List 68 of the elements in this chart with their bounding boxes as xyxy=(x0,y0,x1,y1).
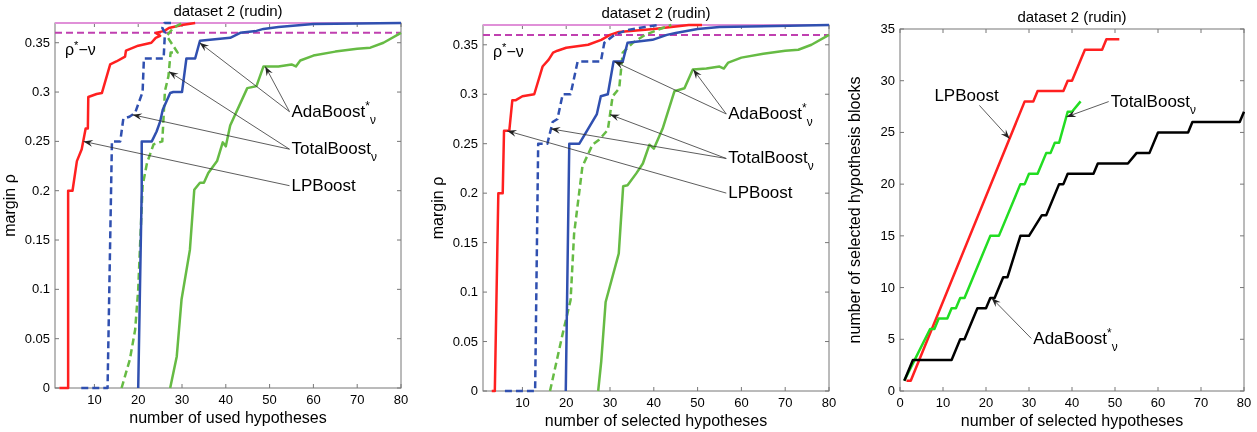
y-tick-label: 0.05 xyxy=(24,330,50,346)
y-tick-label: 0.2 xyxy=(459,185,478,201)
y-tick-label: 10 xyxy=(880,279,895,295)
x-tick-label: 80 xyxy=(1236,395,1252,410)
x-tick-label: 10 xyxy=(515,395,530,410)
annotation: TotalBoost$_{ν}$ xyxy=(728,148,814,174)
y-tick-label: 0.05 xyxy=(452,333,478,349)
x-tick-label: 30 xyxy=(602,395,618,410)
y-tick-label: 0 xyxy=(42,380,50,395)
y-tick-label: 25 xyxy=(880,124,895,140)
x-axis-title: number of selected hypotheses xyxy=(960,412,1184,429)
x-tick-label: 40 xyxy=(218,392,234,407)
y-axis-title: margin ρ xyxy=(1,174,18,237)
x-axis-title: number of selected hypotheses xyxy=(544,412,768,429)
y-tick-label: 0.1 xyxy=(459,284,478,300)
chart-title: dataset 2 (rudin) xyxy=(1017,8,1127,25)
line-series xyxy=(548,23,673,393)
x-tick-label: 60 xyxy=(306,392,321,407)
x-tick-label: 80 xyxy=(393,392,409,407)
x-tick-label: 10 xyxy=(935,395,951,410)
x-tick-label: 70 xyxy=(1193,395,1209,410)
y-tick-label: 0.35 xyxy=(452,36,478,52)
line-series xyxy=(58,21,197,390)
x-tick-label: 40 xyxy=(646,395,662,410)
x-tick-label: 10 xyxy=(87,392,102,407)
y-axis-title: margin ρ xyxy=(429,176,446,240)
y-tick-label: 0.35 xyxy=(24,34,50,50)
annotation: LPBoost xyxy=(291,175,357,195)
x-tick-label: 20 xyxy=(978,395,994,410)
x-tick-label: 60 xyxy=(1150,395,1166,410)
y-axis-title: number of selected hypothesis blocks xyxy=(846,76,863,344)
annotation: LPBoost xyxy=(934,86,999,106)
ref-line-label: ρ$^{*}$−ν xyxy=(493,40,524,60)
line-series xyxy=(503,23,660,393)
y-tick-label: 0.15 xyxy=(24,232,50,248)
y-tick-label: 0.2 xyxy=(31,182,50,198)
chart-title: dataset 2 (rudin) xyxy=(173,2,283,19)
y-tick-label: 0.3 xyxy=(31,84,50,100)
x-axis-title: number of used hypotheses xyxy=(129,409,327,426)
x-tick-label: 30 xyxy=(174,392,190,407)
annotation: LPBoost xyxy=(728,183,793,203)
y-tick-label: 0.25 xyxy=(24,133,50,149)
x-tick-label: 70 xyxy=(349,392,365,407)
x-tick-label: 80 xyxy=(821,395,837,410)
line-series xyxy=(120,21,184,390)
x-tick-label: 60 xyxy=(734,395,749,410)
annotation: TotalBoost$_{ν}$ xyxy=(1110,91,1197,117)
y-tick-label: 0.25 xyxy=(452,135,478,151)
line-series xyxy=(490,23,704,393)
x-tick-label: 20 xyxy=(558,395,574,410)
x-tick-label: 40 xyxy=(1064,395,1080,410)
ref-line-label: ρ$^{*}$−ν xyxy=(65,38,96,58)
chart-title: dataset 2 (rudin) xyxy=(601,4,711,21)
x-tick-label: 20 xyxy=(130,392,146,407)
y-tick-label: 20 xyxy=(880,176,895,192)
y-tick-label: 5 xyxy=(887,331,895,347)
y-tick-label: 30 xyxy=(880,72,895,88)
y-tick-label: 15 xyxy=(880,227,895,243)
x-tick-label: 50 xyxy=(690,395,705,410)
x-tick-label: 70 xyxy=(777,395,793,410)
x-tick-label: 30 xyxy=(1021,395,1037,410)
y-tick-label: 0.3 xyxy=(459,86,478,102)
x-tick-label: 50 xyxy=(1107,395,1123,410)
y-tick-label: 0.15 xyxy=(452,234,478,250)
y-tick-label: 0.1 xyxy=(31,281,50,297)
annotation: TotalBoost$_{ν}$ xyxy=(291,139,377,165)
y-tick-label: 35 xyxy=(880,21,895,36)
x-tick-label: 50 xyxy=(262,392,277,407)
